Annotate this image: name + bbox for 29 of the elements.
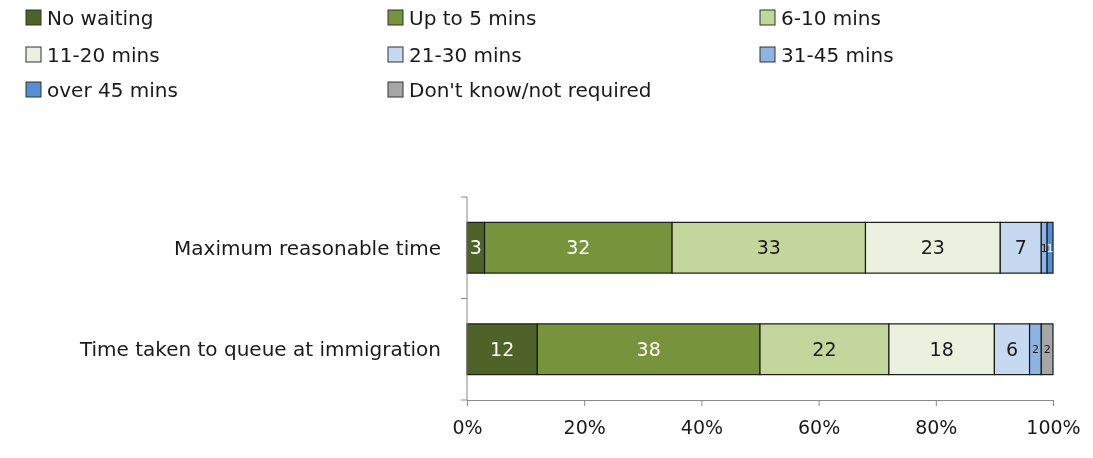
legend-label: No waiting xyxy=(47,6,154,30)
data-label: 7 xyxy=(1014,236,1027,259)
data-label: 23 xyxy=(920,236,945,259)
data-label: 2 xyxy=(1043,343,1051,357)
y-tick-label: Maximum reasonable time xyxy=(174,235,441,260)
x-tick-label: 80% xyxy=(915,415,958,438)
x-tick-label: 0% xyxy=(452,415,483,438)
legend-label: Up to 5 mins xyxy=(409,6,537,30)
data-label: 18 xyxy=(929,337,954,360)
data-label: 2 xyxy=(1031,343,1039,357)
data-label: 3 xyxy=(469,236,482,259)
legend-label: 6-10 mins xyxy=(781,6,881,30)
legend-label: 31-45 mins xyxy=(781,43,894,67)
y-tick-label: Time taken to queue at immigration xyxy=(78,337,441,362)
data-label: 22 xyxy=(812,337,837,360)
x-tick-label: 60% xyxy=(797,415,841,438)
data-label: 1 xyxy=(1040,241,1048,255)
x-tick-label: 20% xyxy=(563,415,606,438)
x-tick-label: 40% xyxy=(680,415,724,438)
legend-label: 21-30 mins xyxy=(409,43,522,67)
data-label: 38 xyxy=(636,337,661,360)
data-label: 32 xyxy=(566,236,591,259)
data-label: 33 xyxy=(756,236,781,259)
data-label: 6 xyxy=(1005,337,1019,360)
data-label: 12 xyxy=(490,337,515,360)
legend-label: 11-20 mins xyxy=(47,43,160,67)
legend-label: over 45 mins xyxy=(47,78,178,102)
legend-label: Don't know/not required xyxy=(409,78,652,102)
x-tick-label: 100% xyxy=(1026,415,1081,438)
